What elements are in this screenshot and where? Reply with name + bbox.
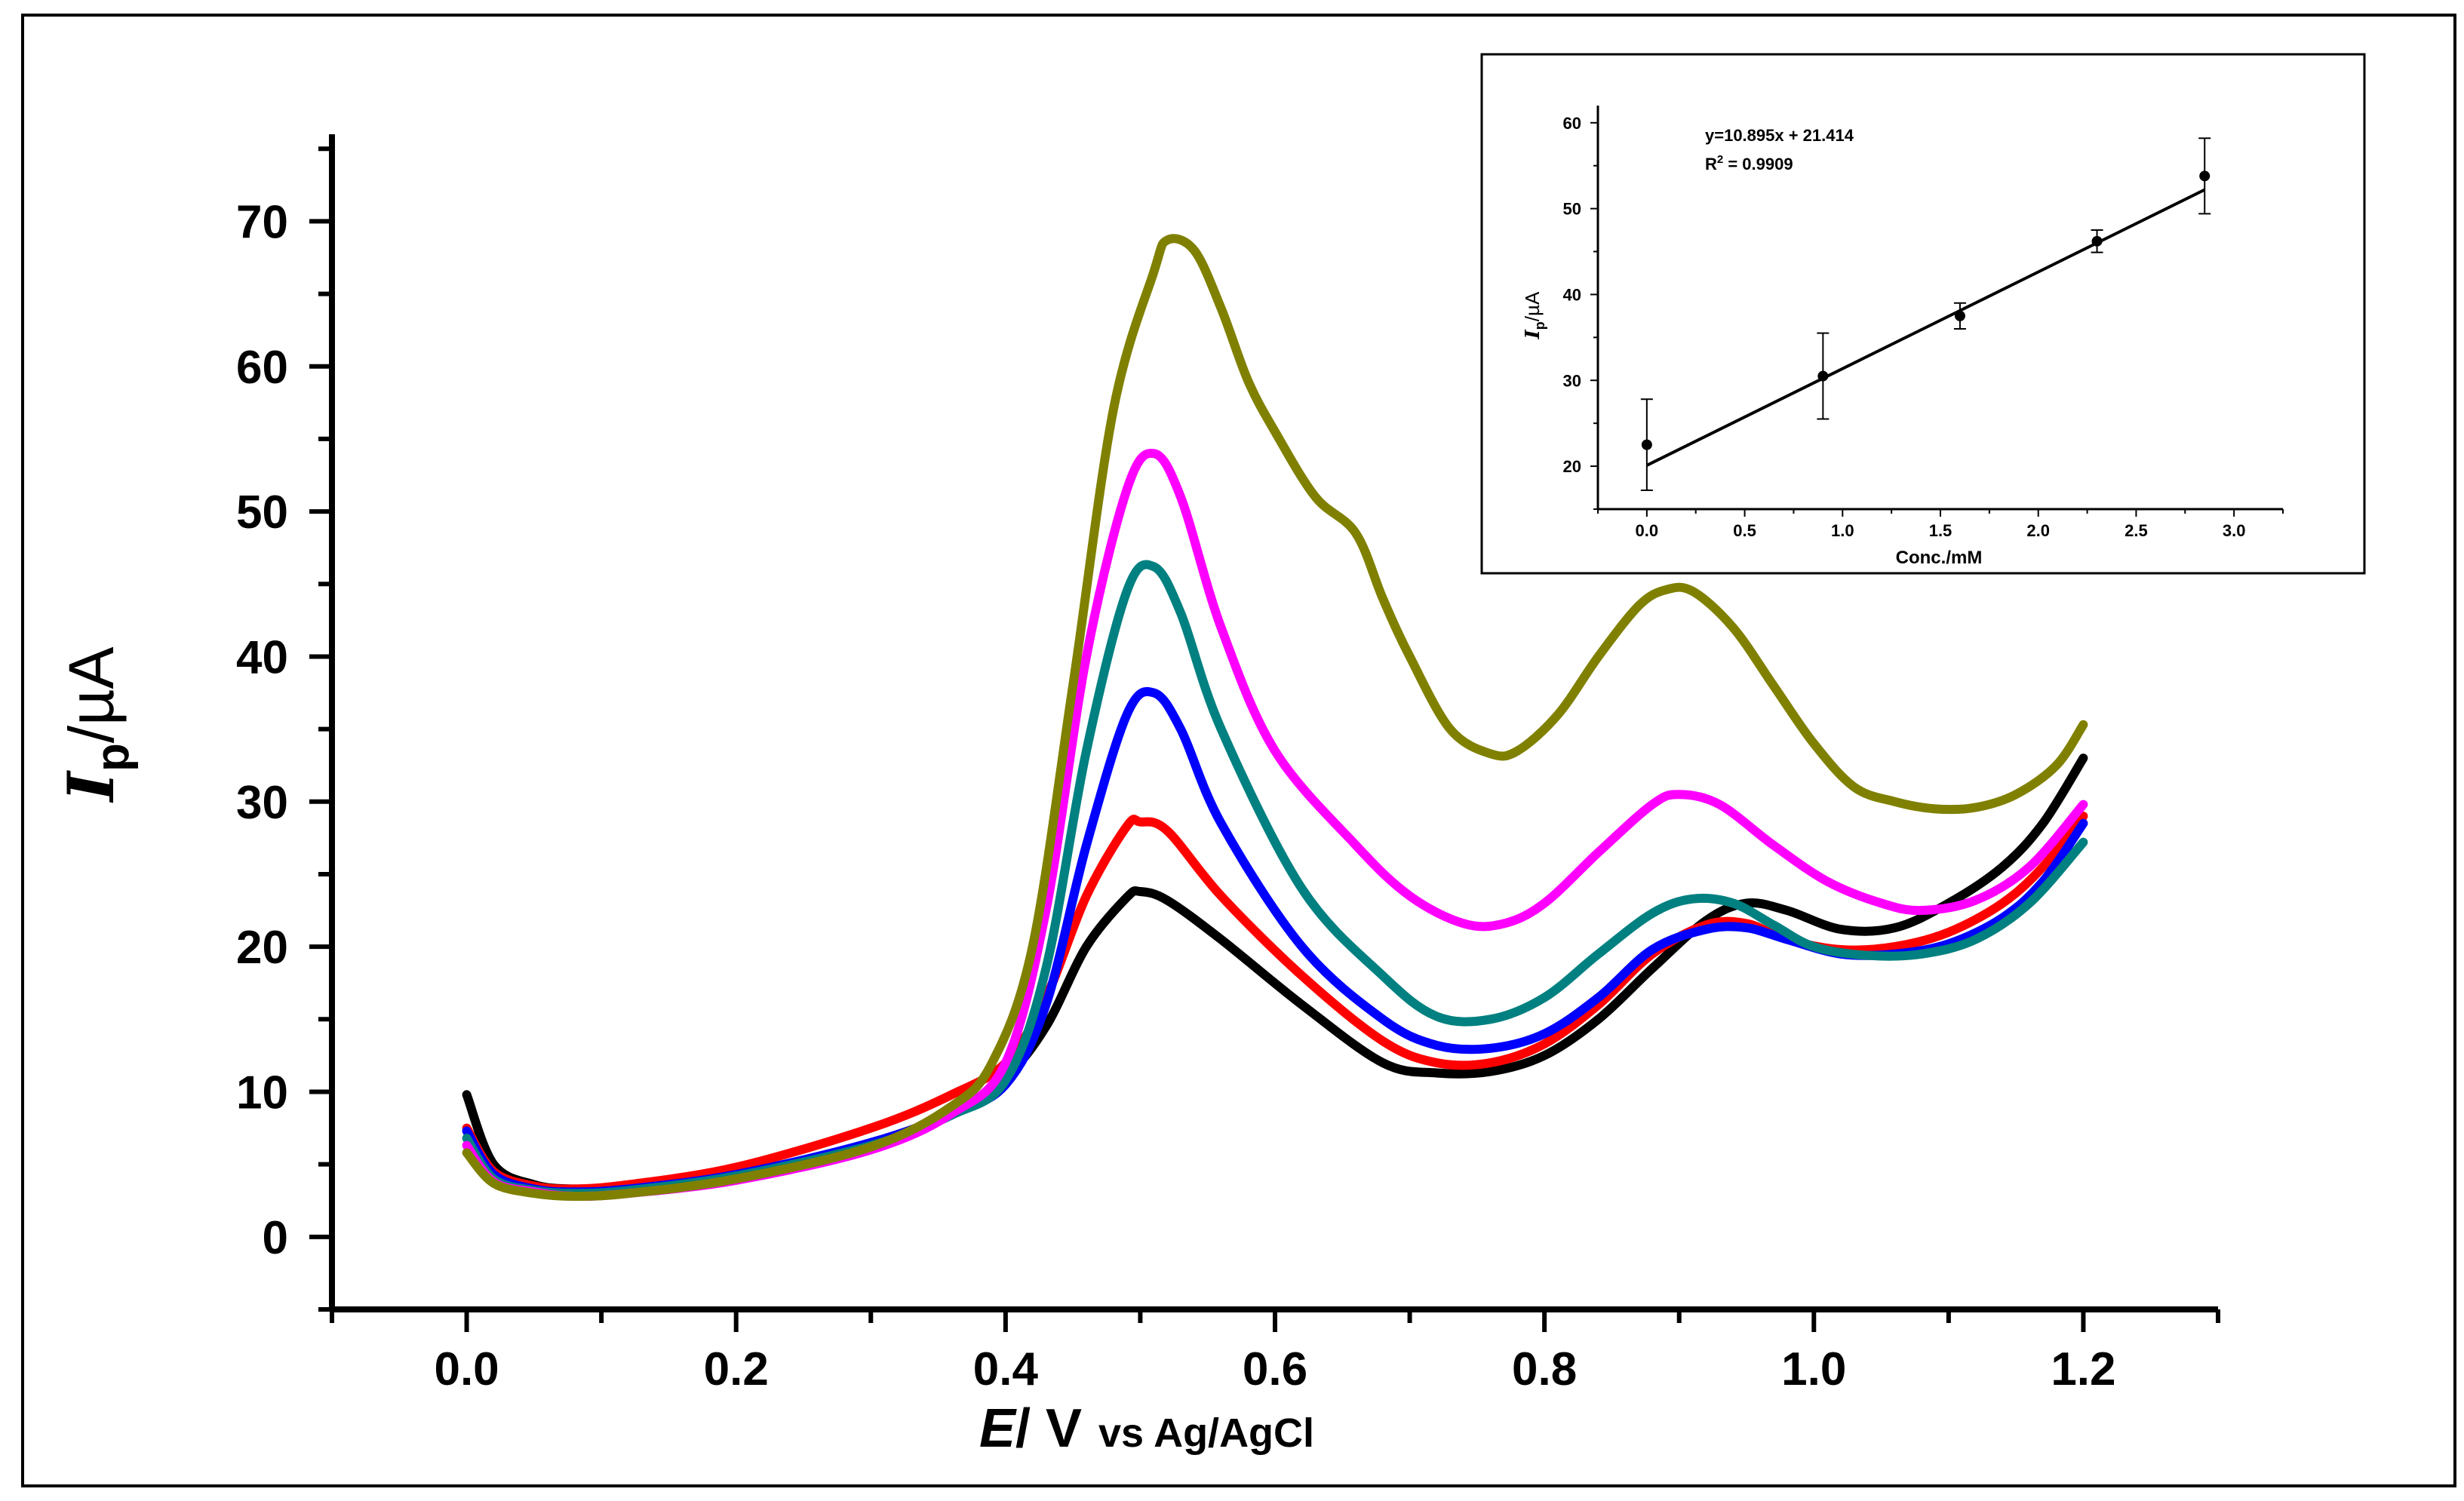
main-y-tick-label: 40	[236, 631, 288, 683]
inset-y-label-unit: /µA	[1521, 291, 1544, 321]
main-x-tick-label: 0.8	[1512, 1343, 1577, 1395]
main-y-tick-label: 70	[236, 196, 288, 248]
inset-data-point	[2199, 170, 2211, 182]
inset-x-tick-label: 1.5	[1929, 521, 1952, 540]
inset-y-label-symbol: I	[1522, 329, 1544, 339]
inset-r-label: R	[1705, 155, 1717, 173]
inset-data-point	[1954, 310, 1965, 321]
inset-r-squared: R2 = 0.9909	[1705, 153, 1793, 173]
main-y-tick-label: 60	[236, 342, 288, 394]
main-y-tick-label: 10	[236, 1067, 288, 1119]
main-x-tick-label: 0.4	[973, 1343, 1039, 1395]
inset-x-tick-label: 0.0	[1636, 521, 1659, 540]
main-x-tick-label: 0.2	[704, 1343, 769, 1395]
main-y-tick-label: 50	[236, 487, 288, 539]
inset-fit-line	[1645, 188, 2206, 467]
main-x-tick-label: 1.2	[2051, 1343, 2115, 1395]
inset-data-point	[2091, 235, 2103, 247]
inset-data-point	[1817, 370, 1829, 382]
inset-x-tick-label: 3.0	[2223, 521, 2246, 540]
inset-y-tick-label: 50	[1563, 200, 1581, 219]
inset-r-value: = 0.9909	[1723, 155, 1793, 173]
main-y-tick-label: 30	[236, 777, 288, 829]
main-y-tick-label: 0	[263, 1212, 288, 1264]
main-y-label-unit: /µA	[56, 647, 127, 744]
inset-x-tick-label: 2.5	[2125, 521, 2148, 540]
inset-y-tick-label: 30	[1563, 371, 1581, 390]
inset-x-tick-label: 2.0	[2026, 521, 2050, 540]
main-y-label: Ip/µA	[54, 647, 139, 803]
inset-y-label-sub: p	[1532, 321, 1547, 330]
inset-data-point	[1641, 439, 1652, 450]
main-x-label-symbol: E	[979, 1398, 1017, 1459]
main-y-label-sub: p	[87, 743, 139, 772]
inset-chart: 0.0 0.5 1.0 1.5 2.0 2.5 3.0 20 30 40 50 60 y=10.895…	[1480, 53, 2366, 575]
inset-r-sup: 2	[1717, 153, 1723, 166]
main-y-tick-label: 20	[236, 922, 288, 974]
series-line-olive	[462, 234, 2088, 1201]
main-x-tick-label: 0.0	[434, 1343, 499, 1395]
inset-y-tick-label: 60	[1563, 114, 1581, 133]
inset-y-label: Ip/µA	[1521, 291, 1547, 339]
main-x-label-unit: / V	[1015, 1398, 1082, 1459]
inset-x-label: Conc./mM	[1896, 548, 1983, 568]
main-x-label: E/ V vs Ag/AgCl	[979, 1398, 1314, 1459]
inset-equation: y=10.895x + 21.414	[1705, 126, 1854, 145]
inset-y-tick-label: 20	[1563, 457, 1581, 476]
inset-x-tick-label: 0.5	[1733, 521, 1756, 540]
main-x-tick-label: 0.6	[1243, 1343, 1307, 1395]
main-x-label-ref: vs Ag/AgCl	[1098, 1410, 1314, 1456]
main-y-label-symbol: I	[54, 769, 128, 803]
inset-x-tick-label: 1.0	[1831, 521, 1854, 540]
inset-frame	[1480, 53, 2366, 575]
main-x-tick-label: 1.0	[1781, 1343, 1846, 1395]
inset-y-tick-label: 40	[1563, 285, 1581, 304]
